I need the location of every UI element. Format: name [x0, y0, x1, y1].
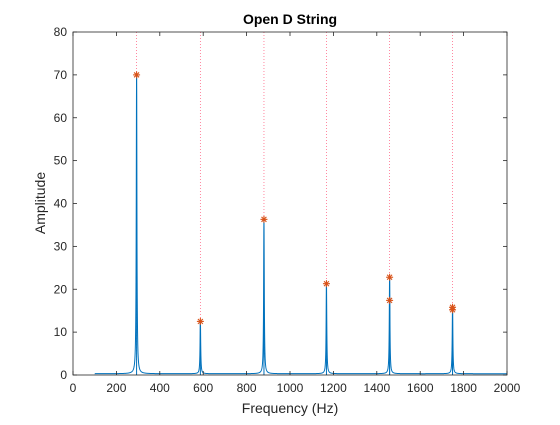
y-tick-label: 40: [54, 197, 68, 211]
plot-area: [73, 32, 507, 375]
y-axis-label: Amplitude: [32, 172, 48, 234]
spectrum-series: [94, 73, 507, 375]
x-tick-label: 1000: [277, 381, 304, 395]
x-tick-label: 600: [193, 381, 213, 395]
x-tick-label: 200: [106, 381, 126, 395]
x-tick-label: 1800: [450, 381, 477, 395]
y-tick-label: 70: [54, 68, 68, 82]
chart-title: Open D String: [243, 11, 337, 27]
peak-markers: [133, 71, 457, 325]
y-tick-label: 50: [54, 154, 68, 168]
x-tick-label: 800: [237, 381, 257, 395]
peak-marker: [196, 317, 204, 325]
spectrum-line: [94, 73, 507, 375]
peak-marker: [322, 280, 330, 288]
y-tick-label: 20: [54, 282, 68, 296]
peak-marker: [449, 306, 457, 314]
x-tick-label: 1400: [363, 381, 390, 395]
y-tick-label: 30: [54, 239, 68, 253]
peak-marker: [260, 215, 268, 223]
y-tick-label: 10: [54, 325, 68, 339]
x-tick-label: 1200: [320, 381, 347, 395]
x-tick-label: 1600: [407, 381, 434, 395]
y-axis: 0 10 20 30 40 50 60 70 80: [54, 25, 507, 382]
x-tick-label: 2000: [494, 381, 521, 395]
y-tick-label: 0: [60, 368, 67, 382]
peak-marker: [386, 273, 394, 281]
peak-marker: [133, 71, 141, 79]
peak-marker: [386, 296, 394, 304]
x-tick-label: 0: [70, 381, 77, 395]
x-tick-label: 400: [150, 381, 170, 395]
x-axis: 0 200 400 600 800 1000 1200 1400 1600 1800 2000: [70, 32, 521, 395]
x-axis-label: Frequency (Hz): [242, 400, 338, 416]
y-tick-label: 60: [54, 111, 68, 125]
y-tick-label: 80: [54, 25, 68, 39]
